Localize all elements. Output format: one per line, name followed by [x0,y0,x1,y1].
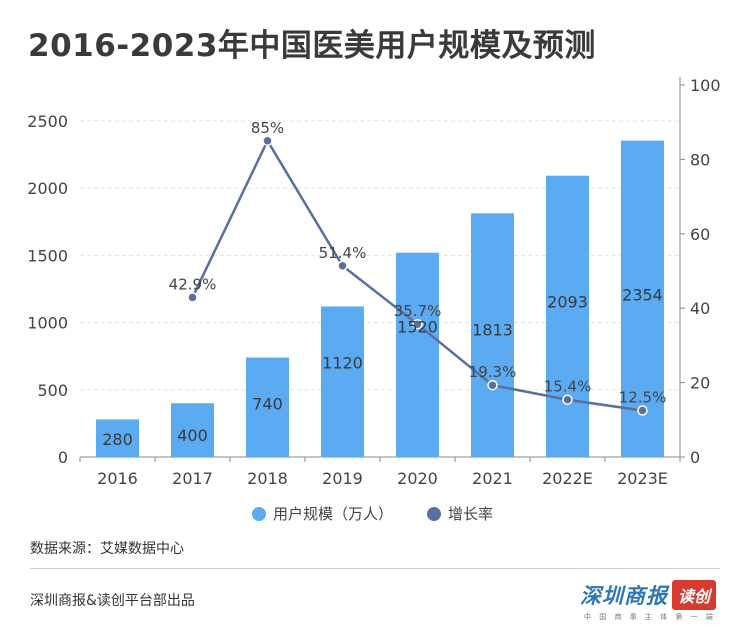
bar-value-label: 1520 [397,318,438,337]
y-left-tick: 1000 [27,314,68,333]
logo-main-text: 深圳商报 [580,583,668,608]
bar-value-label: 1120 [322,353,363,372]
growth-rate-label: 12.5% [619,389,667,407]
bar-value-label: 1813 [472,320,513,339]
bar [546,175,589,457]
growth-rate-label: 19.3% [469,363,517,381]
bar-value-label: 2354 [622,286,663,305]
divider [30,568,720,569]
bar [621,140,664,457]
logo-badge-text: 读创 [672,580,717,610]
publisher-credit: 深圳商报&读创平台部出品 [30,593,195,609]
publisher-logo: 深圳商报 读创 中 国 商 事 主 体 第 一 端 [580,580,720,624]
y-left-tick: 2000 [27,179,68,198]
y-right-tick: 100 [690,76,721,95]
x-tick-label: 2016 [97,469,138,488]
growth-point [412,318,423,330]
logo-slogan: 中 国 商 事 主 体 第 一 端 [584,613,716,621]
y-right-tick: 0 [690,448,700,467]
x-tick-label: 2018 [247,469,288,488]
chart-title: 2016-2023年中国医美用户规模及预测 [28,28,596,64]
bar-value-label: 280 [102,430,133,449]
bar [471,213,514,457]
growth-rate-label: 51.4% [319,244,367,262]
legend: 用户规模（万人） 增长率 [252,505,493,523]
growth-point [487,379,498,391]
bar [246,357,289,457]
y-left-tick: 500 [37,381,68,400]
growth-point [637,405,648,416]
growth-rate-label: 35.7% [394,302,442,320]
bar-value-label: 2093 [547,293,588,312]
growth-line [187,135,648,416]
growth-point [262,135,273,147]
x-tick-label: 2017 [172,469,213,488]
legend-line-marker [427,507,441,521]
x-tick-label: 2021 [472,469,513,488]
y-left-tick: 1500 [27,246,68,265]
bar-value-label: 400 [177,426,208,445]
growth-rate-label: 42.9% [169,275,217,293]
legend-bar-marker [252,507,266,521]
y-right-tick: 60 [690,225,710,244]
growth-point [337,260,348,272]
growth-rate-label: 85% [251,119,284,137]
data-source: 数据来源：艾媒数据中心 [30,541,184,557]
y-right-tick: 80 [690,150,710,169]
legend-line-label: 增长率 [448,505,493,523]
bar-value-label: 740 [252,395,283,414]
y-right-tick: 20 [690,374,710,393]
bar [321,306,364,457]
grid-lines [80,120,680,391]
y-left-tick: 2500 [27,112,68,131]
x-tick-label: 2022E [542,469,593,488]
combo-chart: 0 500 1000 1500 2000 2500 0 20 40 60 80 100 2016 2017… [27,76,721,523]
y-right-tick: 40 [690,299,710,318]
bar [171,403,214,457]
data-labels: 280 400 740 1120 1520 1813 2093 2354 42.9% 85% 51.… [102,119,666,449]
legend-bar-label: 用户规模（万人） [273,505,393,523]
growth-rate-label: 15.4% [544,378,592,396]
x-tick-label: 2023E [617,469,668,488]
y-left-tick: 0 [58,448,68,467]
growth-point [187,292,198,303]
x-tick-label: 2019 [322,469,363,488]
bar [396,252,439,457]
bars [96,140,664,457]
x-tick-label: 2020 [397,469,438,488]
growth-point [562,394,573,405]
bar [96,419,139,457]
